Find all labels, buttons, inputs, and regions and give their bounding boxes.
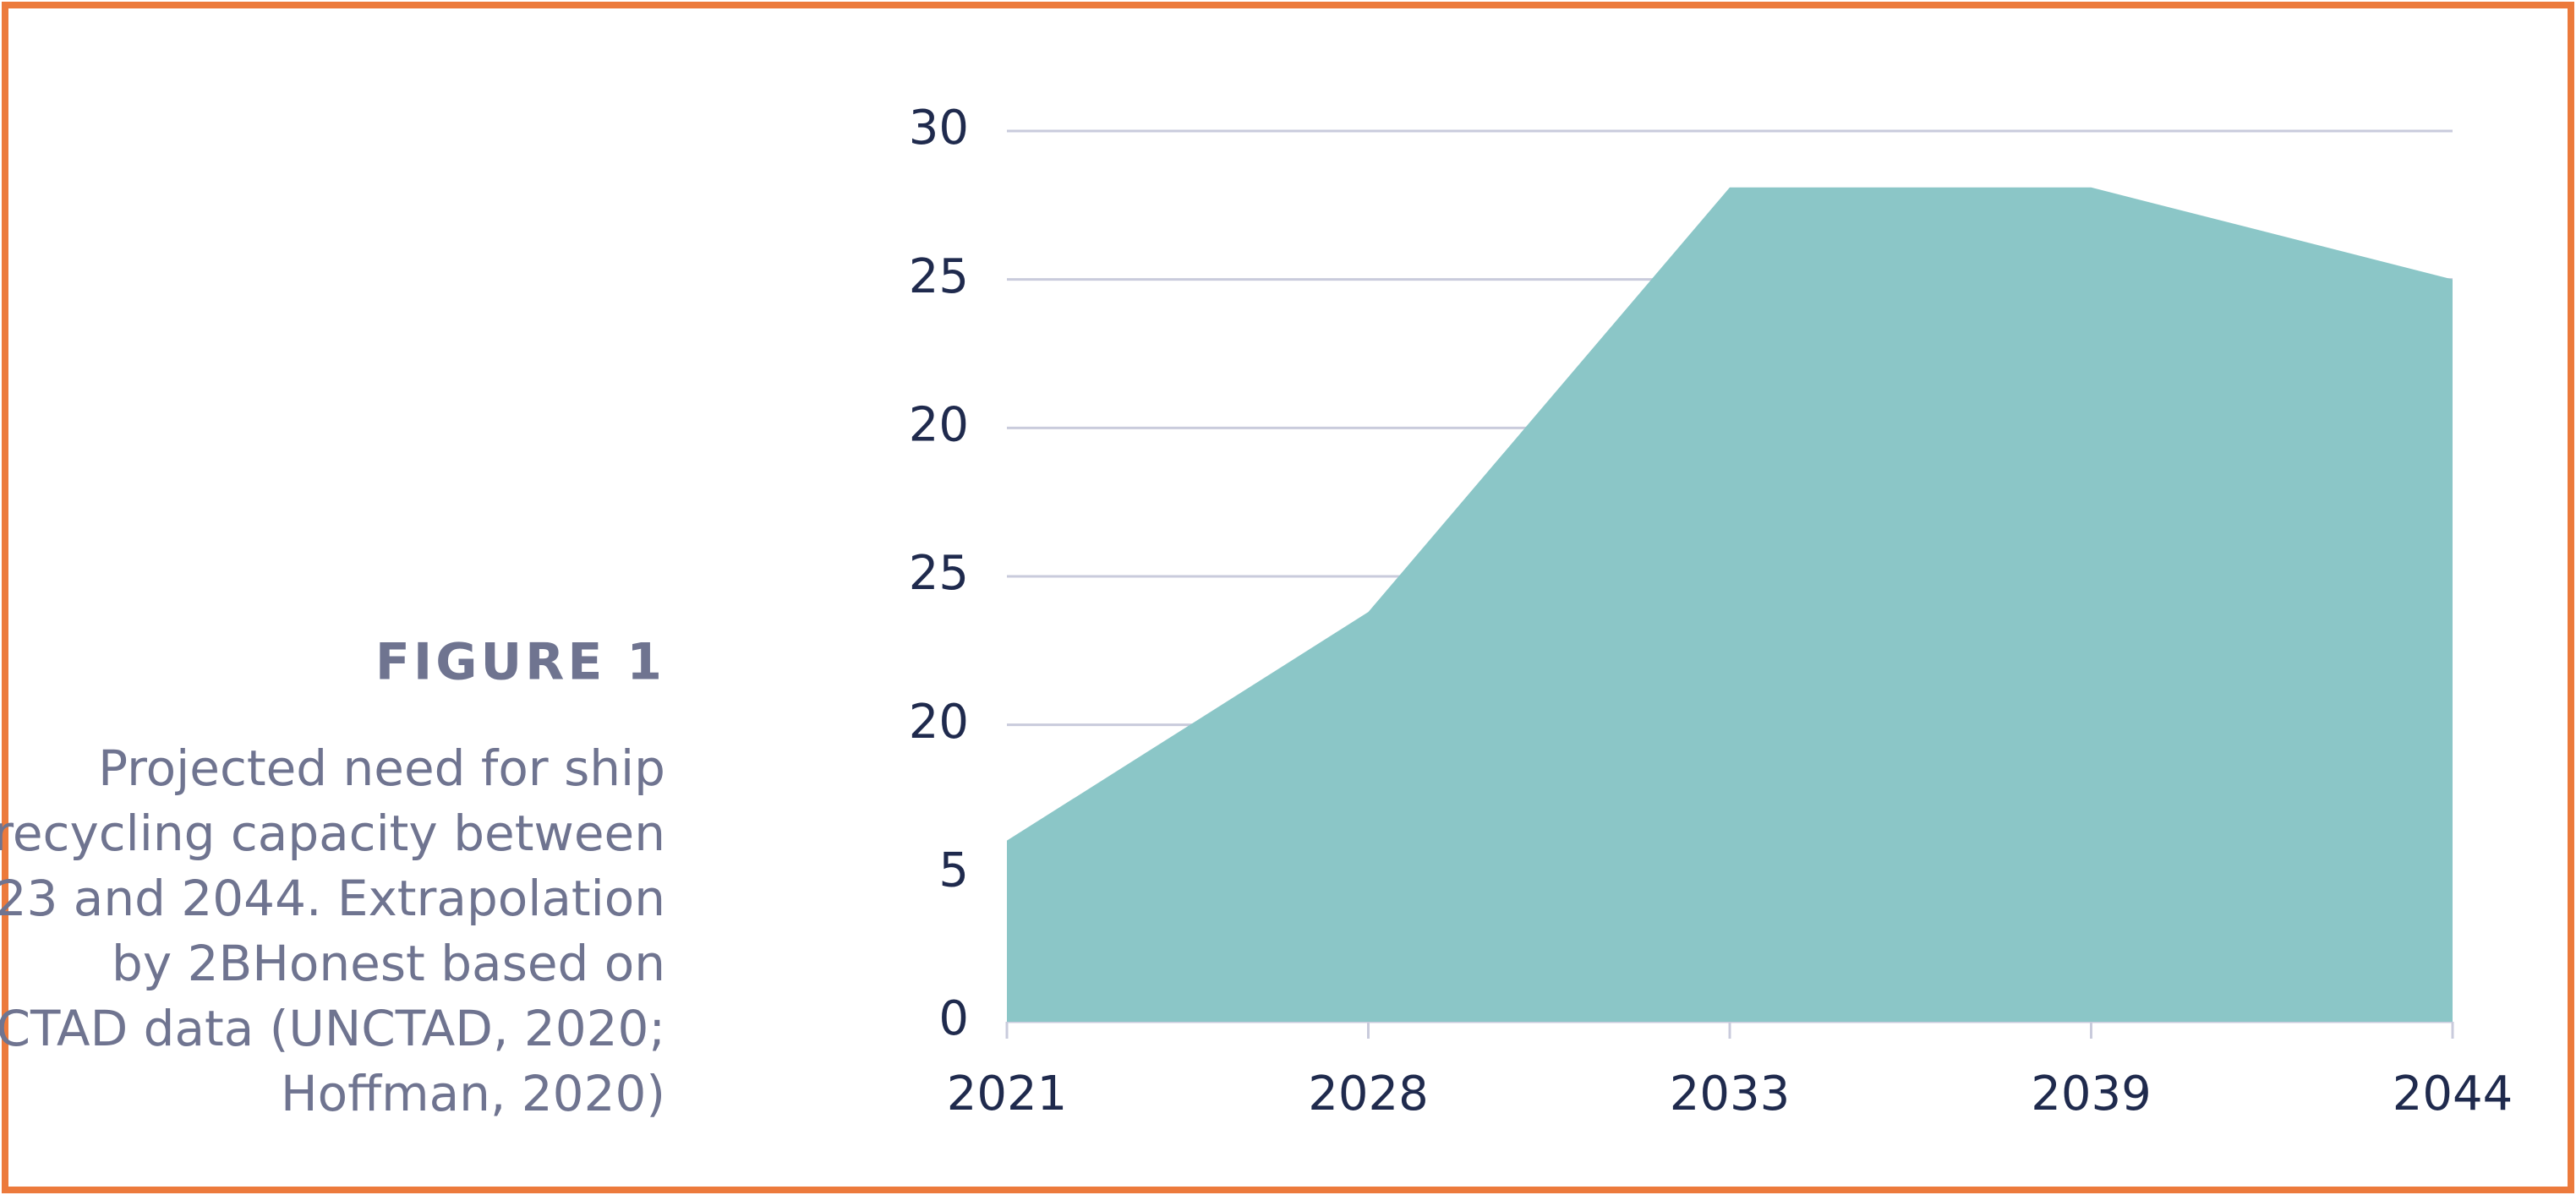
caption-line: recycling capacity between — [0, 805, 665, 862]
x-tick-label: 2039 — [2031, 1067, 2152, 1121]
caption-line: 2023 and 2044. Extrapolation — [0, 870, 665, 927]
caption-line: Projected need for ship — [98, 739, 665, 797]
x-tick-label: 2021 — [947, 1067, 1068, 1121]
x-tick-label: 2044 — [2393, 1067, 2513, 1121]
y-tick-label: 20 — [909, 695, 969, 750]
y-tick-label: 25 — [909, 249, 969, 304]
y-tick-label: 0 — [938, 991, 969, 1046]
y-tick-label: 20 — [909, 397, 969, 452]
y-tick-label: 30 — [909, 101, 969, 156]
x-tick-label: 2033 — [1670, 1067, 1791, 1121]
caption-line: Hoffman, 2020) — [281, 1065, 665, 1122]
caption: Projected need for ship recycling capacit… — [0, 739, 665, 1122]
area — [1007, 187, 2453, 1023]
y-tick-label: 25 — [909, 546, 969, 601]
caption-line: by 2BHonest based on — [112, 935, 665, 992]
figure-label: FIGURE 1 — [375, 633, 665, 692]
caption-line: UNCTAD data (UNCTAD, 2020; — [0, 1000, 665, 1057]
y-tick-label: 5 — [938, 843, 969, 898]
x-tick-label: 2028 — [1308, 1067, 1429, 1121]
